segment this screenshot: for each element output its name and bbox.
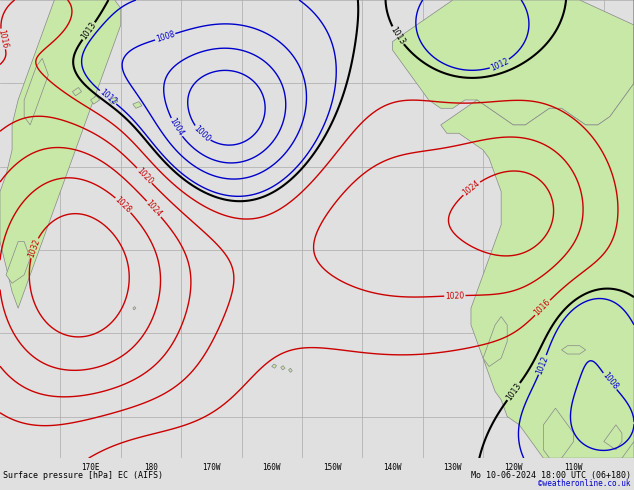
Polygon shape: [622, 441, 634, 458]
Polygon shape: [108, 98, 118, 104]
Text: 170W: 170W: [202, 463, 221, 472]
Text: Surface pressure [hPa] EC (AIFS): Surface pressure [hPa] EC (AIFS): [3, 471, 163, 480]
Text: 130W: 130W: [444, 463, 462, 472]
Text: 180: 180: [144, 463, 158, 472]
Text: 1016: 1016: [0, 29, 9, 49]
Text: 1013: 1013: [389, 25, 406, 46]
Polygon shape: [543, 408, 574, 458]
Text: 1024: 1024: [144, 199, 164, 219]
Polygon shape: [72, 88, 82, 96]
Text: 1020: 1020: [134, 166, 155, 186]
Text: 1032: 1032: [27, 238, 41, 259]
Polygon shape: [604, 425, 622, 450]
Polygon shape: [392, 0, 634, 125]
Text: 1024: 1024: [461, 179, 482, 197]
Text: 170E: 170E: [81, 463, 100, 472]
Text: ©weatheronline.co.uk: ©weatheronline.co.uk: [538, 479, 631, 489]
Polygon shape: [24, 58, 48, 125]
Polygon shape: [562, 346, 586, 354]
Text: 1028: 1028: [113, 195, 133, 215]
Polygon shape: [133, 307, 136, 310]
Text: 1013: 1013: [79, 21, 98, 42]
Polygon shape: [6, 242, 30, 283]
Polygon shape: [288, 368, 292, 372]
Text: 1016: 1016: [533, 298, 552, 318]
Polygon shape: [91, 96, 100, 104]
Text: 1000: 1000: [192, 124, 212, 144]
Polygon shape: [281, 366, 285, 370]
Text: 110W: 110W: [564, 463, 583, 472]
Text: 140W: 140W: [383, 463, 402, 472]
Polygon shape: [133, 101, 142, 108]
Polygon shape: [0, 0, 120, 308]
Text: 1020: 1020: [445, 291, 465, 300]
Text: 120W: 120W: [504, 463, 522, 472]
Text: 1012: 1012: [98, 88, 119, 107]
Text: 1004: 1004: [167, 117, 185, 138]
Text: Mo 10-06-2024 18:00 UTC (06+180): Mo 10-06-2024 18:00 UTC (06+180): [471, 471, 631, 480]
Text: 1013: 1013: [504, 381, 523, 402]
Text: 1012: 1012: [489, 56, 510, 73]
Text: 160W: 160W: [262, 463, 281, 472]
Polygon shape: [483, 317, 507, 367]
Text: 1008: 1008: [155, 29, 176, 44]
Polygon shape: [441, 0, 634, 458]
Text: 150W: 150W: [323, 463, 341, 472]
Text: 1012: 1012: [535, 354, 550, 375]
Text: 1008: 1008: [600, 371, 619, 392]
Polygon shape: [272, 364, 276, 368]
